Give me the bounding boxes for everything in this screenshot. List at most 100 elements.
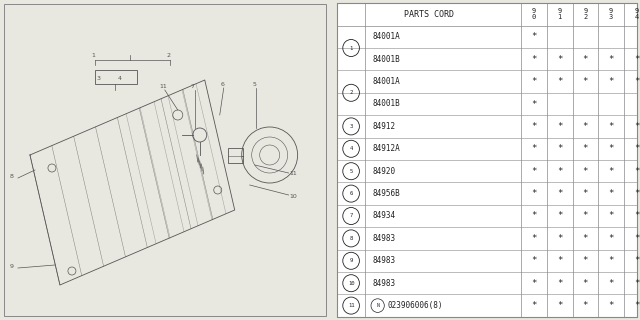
Text: *: * [608, 77, 614, 86]
Text: *: * [531, 167, 537, 176]
Text: *: * [582, 122, 588, 131]
Text: 6: 6 [349, 191, 353, 196]
Text: 84983: 84983 [373, 234, 396, 243]
Text: *: * [582, 279, 588, 288]
Text: *: * [531, 55, 537, 64]
Text: *: * [531, 212, 537, 220]
Text: 10: 10 [290, 194, 298, 199]
Text: 84983: 84983 [373, 279, 396, 288]
Text: 5: 5 [349, 169, 353, 174]
Text: *: * [557, 189, 563, 198]
Text: *: * [531, 144, 537, 153]
Text: *: * [582, 212, 588, 220]
Text: 84956B: 84956B [373, 189, 401, 198]
Text: *: * [557, 144, 563, 153]
Text: 9
2: 9 2 [583, 8, 588, 20]
Text: *: * [608, 301, 614, 310]
Text: *: * [634, 144, 639, 153]
Text: 9
4: 9 4 [634, 8, 639, 20]
Text: PARTS CORD: PARTS CORD [404, 10, 454, 19]
Text: 7: 7 [191, 84, 195, 89]
Text: *: * [634, 189, 639, 198]
Text: *: * [531, 256, 537, 265]
Text: 8: 8 [10, 174, 14, 179]
Text: *: * [608, 234, 614, 243]
Text: *: * [582, 301, 588, 310]
Text: *: * [582, 55, 588, 64]
Text: 5: 5 [253, 82, 257, 87]
Text: *: * [608, 167, 614, 176]
Text: *: * [531, 189, 537, 198]
Text: *: * [634, 234, 639, 243]
Text: *: * [608, 122, 614, 131]
Text: 4: 4 [118, 76, 122, 81]
Text: 84912: 84912 [373, 122, 396, 131]
Text: *: * [531, 122, 537, 131]
Text: *: * [557, 234, 563, 243]
Text: 84001B: 84001B [373, 100, 401, 108]
Text: *: * [634, 77, 639, 86]
Text: *: * [531, 100, 537, 108]
Text: *: * [582, 77, 588, 86]
Text: *: * [582, 167, 588, 176]
Text: 9
1: 9 1 [557, 8, 562, 20]
Text: 9: 9 [349, 258, 353, 263]
Bar [228, 148, 243, 163]
Text: *: * [557, 279, 563, 288]
Text: 7: 7 [349, 213, 353, 219]
Text: *: * [634, 279, 639, 288]
Text: *: * [557, 55, 563, 64]
Text: 10: 10 [348, 281, 355, 286]
Text: 1: 1 [91, 53, 95, 58]
Text: *: * [608, 189, 614, 198]
Text: *: * [557, 167, 563, 176]
Text: *: * [531, 279, 537, 288]
Text: 84912A: 84912A [373, 144, 401, 153]
Text: 11: 11 [160, 84, 168, 89]
Text: *: * [557, 77, 563, 86]
Text: *: * [582, 189, 588, 198]
Text: 6: 6 [221, 82, 225, 87]
Text: 4: 4 [349, 146, 353, 151]
Text: *: * [557, 122, 563, 131]
Text: 3: 3 [349, 124, 353, 129]
Text: 2: 2 [349, 90, 353, 95]
Text: 8: 8 [349, 236, 353, 241]
Text: *: * [608, 279, 614, 288]
Text: N: N [376, 303, 379, 308]
Text: 023906006(8): 023906006(8) [387, 301, 443, 310]
Text: *: * [531, 301, 537, 310]
Text: *: * [557, 212, 563, 220]
Text: *: * [634, 301, 639, 310]
Text: *: * [582, 256, 588, 265]
Text: *: * [634, 55, 639, 64]
Text: *: * [557, 256, 563, 265]
Text: *: * [634, 212, 639, 220]
Text: *: * [531, 234, 537, 243]
Text: 2: 2 [167, 53, 171, 58]
Text: *: * [557, 301, 563, 310]
Text: *: * [634, 122, 639, 131]
Text: *: * [582, 234, 588, 243]
Text: *: * [608, 256, 614, 265]
Bar [95, 70, 137, 84]
Text: *: * [608, 212, 614, 220]
Text: *: * [608, 55, 614, 64]
Text: *: * [582, 144, 588, 153]
Text: *: * [531, 32, 537, 41]
Text: 11: 11 [348, 303, 355, 308]
Text: 84001B: 84001B [373, 55, 401, 64]
Text: 84983: 84983 [373, 256, 396, 265]
Text: 84920: 84920 [373, 167, 396, 176]
Text: 84001A: 84001A [373, 32, 401, 41]
Text: 9
0: 9 0 [532, 8, 536, 20]
Text: *: * [608, 144, 614, 153]
Text: 11: 11 [290, 171, 298, 176]
Text: 84001A: 84001A [373, 77, 401, 86]
Text: *: * [531, 77, 537, 86]
Text: 9
3: 9 3 [609, 8, 613, 20]
Text: *: * [634, 256, 639, 265]
Text: 1: 1 [349, 45, 353, 51]
Text: *: * [634, 167, 639, 176]
Text: 9: 9 [10, 264, 14, 269]
